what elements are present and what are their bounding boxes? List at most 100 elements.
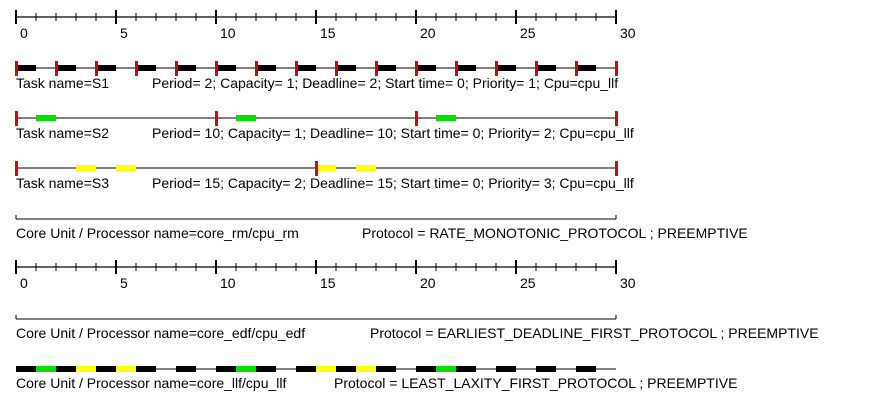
llf-exec-blocks — [16, 366, 596, 372]
processor-execution-block — [176, 366, 196, 372]
tick-label: 20 — [420, 25, 436, 41]
processor-ticks — [15, 215, 617, 219]
processor-ticks — [15, 315, 617, 319]
processor-execution-block — [36, 366, 56, 372]
processor-execution-block — [136, 366, 156, 372]
release-marker — [615, 111, 618, 126]
s1-release-markers — [15, 61, 618, 76]
processor-execution-block — [56, 366, 76, 372]
s3-release-markers — [15, 161, 618, 176]
execution-block — [236, 115, 256, 121]
release-marker — [455, 61, 458, 76]
execution-block — [376, 65, 396, 71]
s2-exec-blocks — [36, 115, 456, 121]
tick-label: 25 — [520, 25, 536, 41]
task-name-label: Task name=S1 — [16, 75, 109, 91]
execution-block — [436, 115, 456, 121]
execution-block — [136, 65, 156, 71]
release-marker — [335, 61, 338, 76]
release-marker — [375, 61, 378, 76]
tick-label: 10 — [220, 25, 236, 41]
release-marker — [15, 111, 18, 126]
processor-execution-block — [16, 366, 36, 372]
execution-block — [416, 65, 436, 71]
processor-name-label: Core Unit / Processor name=core_rm/cpu_r… — [16, 225, 299, 241]
execution-block — [216, 65, 236, 71]
tick-label: 15 — [320, 25, 336, 41]
release-marker — [415, 61, 418, 76]
processor-execution-block — [536, 366, 556, 372]
tick-label: 10 — [220, 275, 236, 291]
release-marker — [615, 61, 618, 76]
processor-row-llf: Core Unit / Processor name=core_llf/cpu_… — [16, 366, 737, 391]
release-marker — [295, 61, 298, 76]
s1-exec-blocks — [16, 65, 596, 71]
processor-execution-block — [96, 366, 116, 372]
release-marker — [535, 61, 538, 76]
tick-label: 5 — [120, 25, 128, 41]
processor-protocol-label: Protocol = LEAST_LAXITY_FIRST_PROTOCOL ;… — [334, 375, 737, 391]
processor-execution-block — [456, 366, 476, 372]
processor-execution-block — [576, 366, 596, 372]
task-name-label: Task name=S2 — [16, 125, 109, 141]
execution-block — [536, 65, 556, 71]
processor-execution-block — [116, 366, 136, 372]
scale-ticks — [15, 260, 617, 274]
scale-tick-labels: 0 5 10 15 20 25 30 — [20, 25, 636, 41]
tick-label: 30 — [620, 25, 636, 41]
processor-execution-block — [256, 366, 276, 372]
processor-row-edf: Core Unit / Processor name=core_edf/cpu_… — [15, 315, 819, 341]
tick-label: 5 — [120, 275, 128, 291]
release-marker — [255, 61, 258, 76]
execution-block — [316, 165, 336, 171]
release-marker — [415, 111, 418, 126]
execution-block — [116, 165, 136, 171]
scale-tick-labels: 0 5 10 15 20 25 30 — [20, 275, 636, 291]
release-marker — [215, 111, 218, 126]
execution-block — [296, 65, 316, 71]
processor-protocol-label: Protocol = EARLIEST_DEADLINE_FIRST_PROTO… — [370, 325, 819, 341]
execution-block — [36, 115, 56, 121]
processor-protocol-label: Protocol = RATE_MONOTONIC_PROTOCOL ; PRE… — [362, 225, 748, 241]
tick-label: 0 — [20, 275, 28, 291]
tick-label: 30 — [620, 275, 636, 291]
time-scale-top: 0 5 10 15 20 25 30 — [15, 10, 636, 41]
processor-execution-block — [356, 366, 376, 372]
scale-ticks — [15, 10, 617, 24]
processor-execution-block — [416, 366, 436, 372]
processor-execution-block — [76, 366, 96, 372]
tick-label: 15 — [320, 275, 336, 291]
execution-block — [356, 165, 376, 171]
release-marker — [495, 61, 498, 76]
processor-row-rm: Core Unit / Processor name=core_rm/cpu_r… — [15, 215, 748, 241]
release-marker — [15, 161, 18, 176]
tick-label: 20 — [420, 275, 436, 291]
processor-execution-block — [336, 366, 356, 372]
release-marker — [135, 61, 138, 76]
tick-label: 0 — [20, 25, 28, 41]
processor-execution-block — [436, 366, 456, 372]
task-name-label: Task name=S3 — [16, 175, 109, 191]
execution-block — [176, 65, 196, 71]
release-marker — [55, 61, 58, 76]
processor-execution-block — [316, 366, 336, 372]
processor-execution-block — [296, 366, 316, 372]
execution-block — [256, 65, 276, 71]
processor-execution-block — [376, 366, 396, 372]
processor-name-label: Core Unit / Processor name=core_edf/cpu_… — [16, 325, 305, 341]
processor-name-label: Core Unit / Processor name=core_llf/cpu_… — [16, 375, 287, 391]
tick-label: 25 — [520, 275, 536, 291]
release-marker — [615, 161, 618, 176]
execution-block — [76, 165, 96, 171]
release-marker — [575, 61, 578, 76]
release-marker — [15, 61, 18, 76]
task-params-label: Period= 2; Capacity= 1; Deadline= 2; Sta… — [152, 75, 618, 91]
execution-block — [576, 65, 596, 71]
release-marker — [315, 161, 318, 176]
execution-block — [336, 65, 356, 71]
task-row-s1: Task name=S1 Period= 2; Capacity= 1; Dea… — [15, 61, 618, 91]
s2-release-markers — [15, 111, 618, 126]
task-row-s3: Task name=S3 Period= 15; Capacity= 2; De… — [15, 161, 634, 191]
release-marker — [175, 61, 178, 76]
